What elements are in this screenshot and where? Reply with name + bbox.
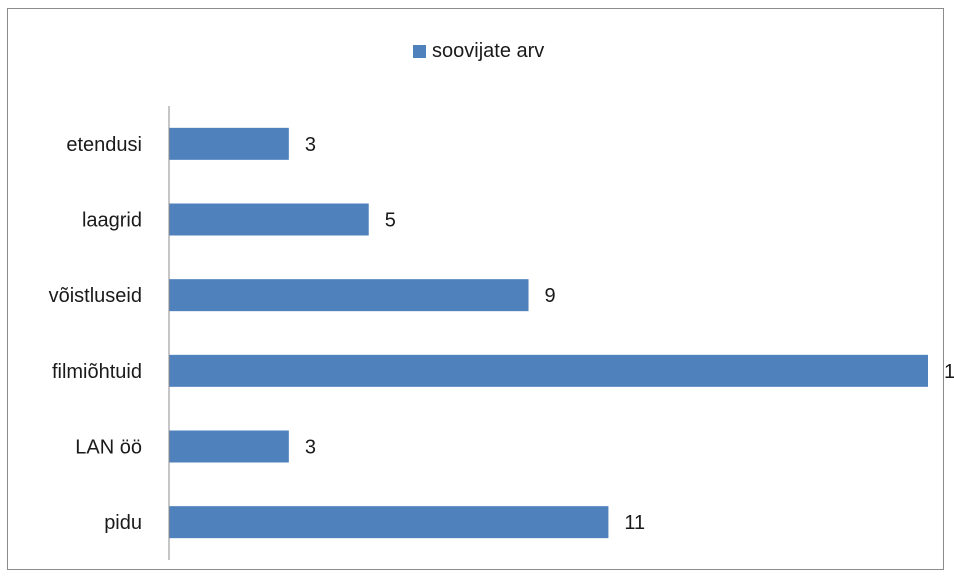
category-label: võistluseid bbox=[49, 285, 142, 307]
legend-label: soovijate arv bbox=[432, 40, 545, 62]
bar-0 bbox=[169, 127, 289, 160]
bar-1 bbox=[169, 203, 369, 236]
data-label: 3 bbox=[305, 134, 316, 156]
data-labels-group: 3 5 9 19 3 11 bbox=[305, 134, 954, 534]
category-label: laagrid bbox=[82, 210, 142, 232]
category-label: pidu bbox=[104, 512, 142, 534]
legend: soovijate arv bbox=[413, 38, 544, 64]
data-label: 9 bbox=[545, 285, 556, 307]
data-label: 11 bbox=[624, 512, 645, 534]
data-label: 3 bbox=[305, 437, 316, 459]
data-label: 19 bbox=[944, 361, 954, 383]
category-labels-group: etendusi laagrid võistluseid filmiõhtuid LAN… bbox=[49, 134, 142, 534]
bar-5 bbox=[169, 506, 609, 539]
category-label: filmiõhtuid bbox=[52, 361, 142, 383]
category-label: LAN öö bbox=[75, 437, 142, 459]
category-label: etendusi bbox=[66, 134, 142, 156]
data-label: 5 bbox=[385, 210, 396, 232]
bar-3 bbox=[169, 354, 928, 387]
bar-2 bbox=[169, 279, 529, 312]
bar-4 bbox=[169, 430, 289, 463]
legend-swatch bbox=[413, 44, 426, 58]
bars-group bbox=[169, 127, 928, 539]
